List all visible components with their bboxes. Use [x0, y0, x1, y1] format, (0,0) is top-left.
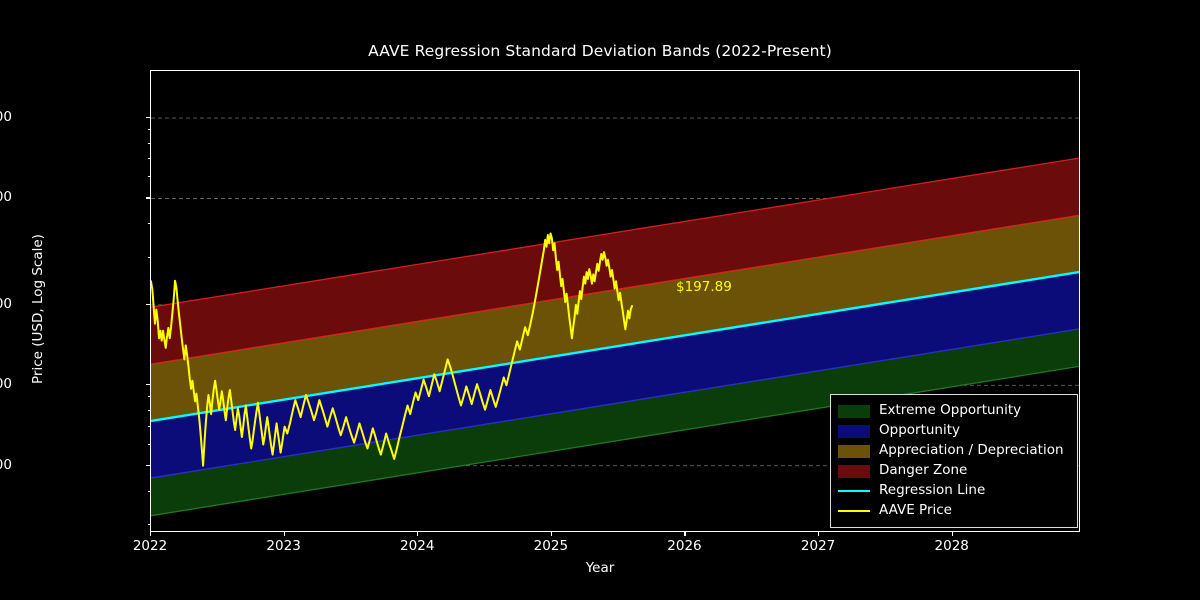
legend-swatch [838, 464, 870, 478]
y-tick-label: $500.00 [0, 189, 12, 206]
y-minor-tick-mark [147, 256, 150, 258]
x-tick-label: 2025 [533, 538, 569, 554]
plot-area [150, 70, 1080, 532]
y-minor-tick-mark [147, 523, 150, 525]
legend-label: AAVE Price [879, 502, 952, 519]
x-tick-label: 2023 [266, 538, 301, 554]
x-tick-mark [417, 532, 419, 536]
legend-label: Extreme Opportunity [879, 402, 1022, 419]
y-minor-tick-mark [147, 396, 150, 398]
y-minor-tick-mark [147, 410, 150, 412]
legend-item[interactable]: Opportunity [838, 421, 1069, 441]
y-minor-tick-mark [147, 490, 150, 492]
x-tick-label: 2028 [934, 538, 969, 554]
y-tick-mark [146, 117, 150, 119]
chart-title: AAVE Regression Standard Deviation Bands… [368, 42, 832, 60]
y-minor-tick-mark [147, 158, 150, 160]
legend-line-sample [838, 505, 870, 518]
x-tick-mark [150, 532, 152, 536]
y-minor-tick-mark [147, 464, 150, 466]
legend-swatch [838, 424, 870, 438]
x-axis-label: Year [585, 560, 615, 576]
x-tick-mark [550, 532, 552, 536]
y-minor-tick-mark [147, 303, 150, 305]
legend-label: Opportunity [879, 422, 961, 439]
y-minor-tick-mark [147, 129, 150, 131]
y-axis-label: Price (USD, Log Scale) [30, 234, 46, 384]
legend-label: Danger Zone [879, 462, 968, 479]
legend-label: Regression Line [879, 482, 986, 499]
price-line [151, 232, 634, 467]
y-minor-tick-mark [147, 443, 150, 445]
x-tick-label: 2027 [800, 538, 836, 554]
x-tick-mark [951, 532, 953, 536]
last-price-annotation: $197.89 [676, 279, 732, 295]
y-minor-tick-mark [147, 142, 150, 144]
x-tick-mark [684, 532, 686, 536]
legend-item[interactable]: Regression Line [838, 481, 1069, 501]
x-tick-mark [283, 532, 285, 536]
y-minor-tick-mark [147, 197, 150, 199]
legend-line-sample [838, 485, 870, 498]
y-tick-label: $100.00 [0, 376, 12, 393]
y-tick-mark [146, 384, 150, 386]
legend-item[interactable]: Danger Zone [838, 461, 1069, 481]
y-minor-tick-mark [147, 176, 150, 178]
x-tick-label: 2026 [667, 538, 702, 554]
legend-label: Appreciation / Depreciation [879, 442, 1064, 459]
legend-item[interactable]: AAVE Price [838, 501, 1069, 521]
legend-swatch [838, 444, 870, 458]
y-tick-label: $50.00 [0, 456, 12, 473]
x-tick-label: 2022 [132, 538, 168, 554]
y-minor-tick-mark [147, 425, 150, 427]
chart-legend: Extreme Opportunity Opportunity Appreciati… [830, 394, 1078, 528]
legend-item[interactable]: Appreciation / Depreciation [838, 441, 1069, 461]
plot-svg [151, 117, 1079, 517]
legend-swatch [838, 404, 870, 418]
x-tick-label: 2024 [400, 538, 435, 554]
y-tick-label: $200.00 [0, 295, 12, 312]
legend-item[interactable]: Extreme Opportunity [838, 401, 1069, 421]
y-minor-tick-mark [147, 223, 150, 225]
x-tick-mark [818, 532, 820, 536]
regression-bands [151, 157, 1079, 517]
y-tick-label: $1,000.00 [0, 109, 12, 126]
